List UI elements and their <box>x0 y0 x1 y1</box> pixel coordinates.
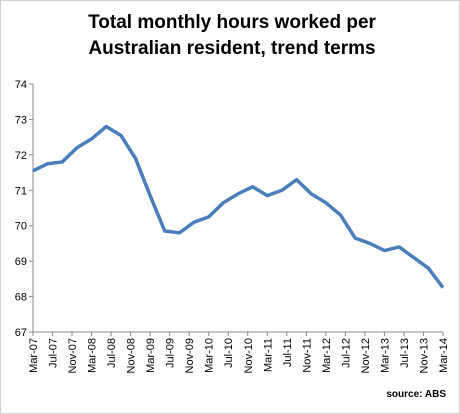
y-tick-label: 70 <box>15 221 27 233</box>
x-tick-label: Jul-09 <box>165 338 177 368</box>
y-tick-label: 68 <box>15 292 27 304</box>
x-tick-label: Jul-11 <box>282 338 294 367</box>
source-note: source: ABS <box>386 389 446 400</box>
x-tick-label: Mar-10 <box>204 338 216 373</box>
x-tick-label: Nov-08 <box>126 338 138 373</box>
x-tick-label: Jul-07 <box>48 338 60 368</box>
x-tick-label: Nov-13 <box>418 338 430 373</box>
y-tick-label: 73 <box>15 114 27 126</box>
x-tick-label: Jul-12 <box>340 338 352 368</box>
chart-title: Total monthly hours worked per <box>88 12 376 33</box>
x-tick-label: Mar-07 <box>28 338 40 373</box>
data-line <box>32 124 445 289</box>
x-tick-label: Jul-08 <box>106 338 118 368</box>
x-tick-label: Nov-10 <box>243 338 255 373</box>
y-tick-label: 71 <box>15 185 27 197</box>
x-tick-label: Mar-11 <box>262 338 274 372</box>
y-tick-label: 72 <box>15 150 27 162</box>
chart-title: Australian resident, trend terms <box>88 38 375 59</box>
x-tick-label: Mar-08 <box>87 338 99 373</box>
y-tick-label: 69 <box>15 256 27 268</box>
x-tick-label: Mar-13 <box>379 338 391 373</box>
y-tick-label: 67 <box>15 327 27 339</box>
x-tick-label: Mar-09 <box>145 338 157 373</box>
x-tick-label: Nov-12 <box>360 338 372 373</box>
x-tick-label: Nov-11 <box>301 338 313 373</box>
x-tick-label: Jul-10 <box>223 338 235 368</box>
x-tick-label: Jul-13 <box>399 338 411 368</box>
x-tick-label: Mar-12 <box>321 338 333 373</box>
y-tick-label: 74 <box>15 79 27 91</box>
x-tick-label: Mar-14 <box>438 338 450 373</box>
x-tick-label: Nov-07 <box>67 338 79 373</box>
x-tick-label: Nov-09 <box>184 338 196 373</box>
